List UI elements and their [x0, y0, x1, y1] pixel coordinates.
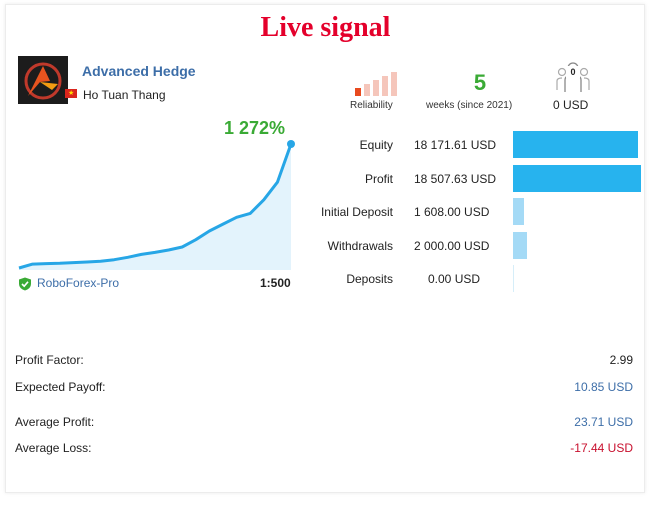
vietnam-flag-icon: ★ — [65, 89, 77, 98]
stat-value: 2 000.00 USD — [414, 239, 490, 253]
subscription-price: 0 USD — [553, 98, 589, 112]
growth-chart[interactable] — [17, 138, 297, 270]
stat-label: Withdrawals — [327, 239, 393, 253]
metric-label: Profit Factor: — [15, 353, 84, 367]
signal-card — [5, 4, 645, 493]
stat-bar — [513, 232, 527, 259]
metric-value: 2.99 — [609, 353, 633, 367]
stat-value: 0.00 USD — [428, 272, 481, 286]
stat-bar — [513, 265, 514, 292]
stat-bar — [513, 165, 641, 192]
stat-value: 1 608.00 USD — [414, 205, 490, 219]
signal-logo[interactable] — [18, 56, 68, 104]
stat-label: Deposits — [346, 272, 393, 286]
stat-bar — [513, 198, 524, 225]
growth-value: 1 272% — [224, 118, 286, 138]
chart-area — [19, 144, 291, 270]
stat-label: Initial Deposit — [320, 205, 393, 219]
stat-value: 18 507.63 USD — [414, 172, 497, 186]
leverage-value: 1:500 — [260, 276, 291, 290]
reliability-bar — [355, 88, 361, 96]
stat-label: Profit — [364, 172, 393, 186]
reliability-bar — [373, 80, 379, 96]
reliability-bar — [391, 72, 397, 96]
metric-value: 10.85 USD — [574, 380, 633, 394]
reliability-bar — [364, 84, 370, 96]
banner-title: Live signal — [260, 12, 391, 43]
verified-check-icon — [18, 277, 32, 291]
metric-label: Average Loss: — [15, 441, 92, 455]
metric-label: Expected Payoff: — [15, 380, 106, 394]
stat-label: Equity — [359, 138, 393, 152]
metric-value: 23.71 USD — [574, 415, 633, 429]
metric-label: Average Profit: — [15, 415, 95, 429]
reliability-bar — [382, 76, 388, 96]
weeks-label: weeks (since 2021) — [426, 100, 513, 111]
stat-bar — [513, 131, 638, 158]
reliability-label: Reliability — [350, 100, 393, 111]
chart-line — [18, 143, 293, 270]
signal-name[interactable]: Advanced Hedge — [82, 63, 196, 79]
stat-value: 18 171.61 USD — [414, 138, 497, 152]
reliability-indicator — [355, 72, 401, 96]
chart-end-point — [287, 140, 295, 148]
weeks-count: 5 — [473, 70, 487, 95]
broker-name[interactable]: RoboForex-Pro — [37, 276, 120, 290]
metric-value: -17.44 USD — [570, 441, 633, 455]
author-name[interactable]: Ho Tuan Thang — [83, 88, 166, 102]
subscribers-count: 0 — [566, 66, 580, 78]
